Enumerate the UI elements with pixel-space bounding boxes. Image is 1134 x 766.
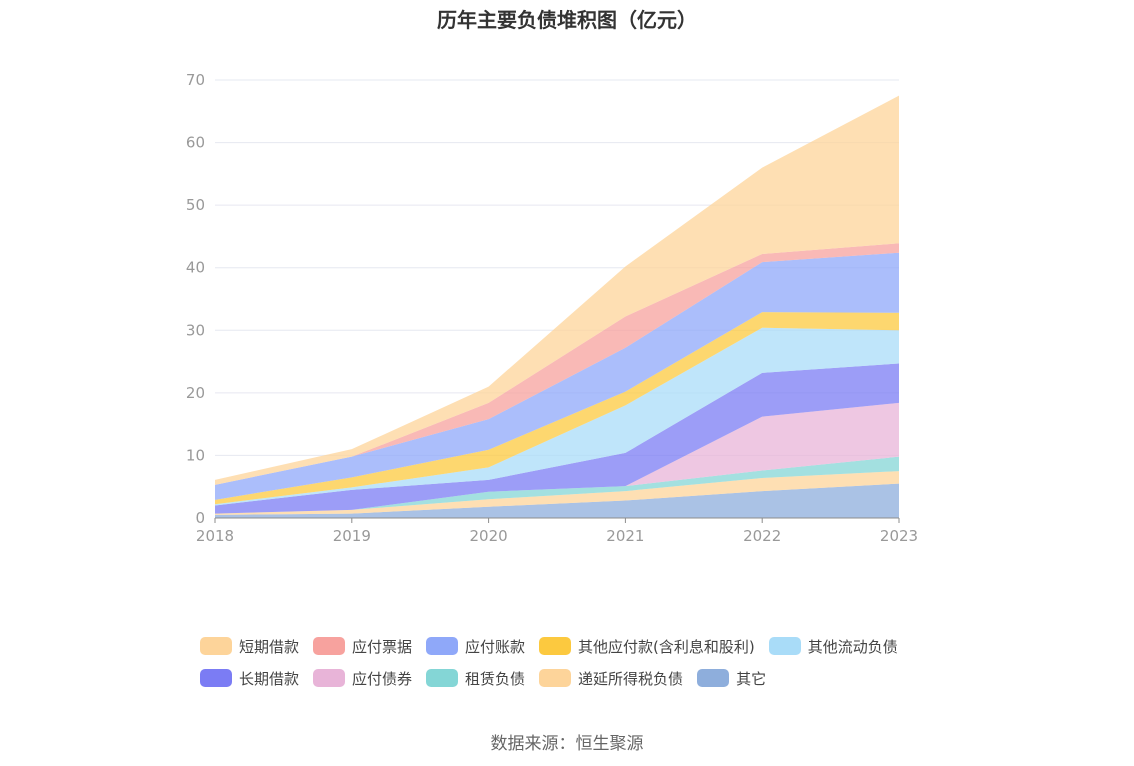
- legend: 短期借款 应付票据 应付账款 其他应付款(含利息和股利) 其他流动负债 长期借款…: [200, 630, 1000, 694]
- y-tick-label: 70: [186, 71, 205, 89]
- legend-label: 应付票据: [352, 637, 413, 656]
- legend-swatch: [200, 637, 232, 655]
- area-series: [215, 252, 899, 500]
- area-series: [215, 363, 899, 514]
- legend-label: 其它: [736, 669, 767, 688]
- y-tick-label: 40: [186, 259, 205, 277]
- legend-swatch: [426, 637, 459, 655]
- legend-item[interactable]: 递延所得税负债: [539, 668, 683, 689]
- chart-title: 历年主要负债堆积图（亿元）: [437, 8, 697, 32]
- x-tick-label: 2021: [606, 527, 644, 545]
- area-series: [215, 327, 899, 506]
- legend-item[interactable]: 租赁负债: [426, 668, 525, 689]
- x-tick-label: 2020: [470, 527, 508, 545]
- legend-item[interactable]: 其他流动负债: [768, 636, 898, 657]
- legend-item[interactable]: 短期借款: [200, 636, 299, 657]
- legend-item[interactable]: 应付票据: [313, 636, 412, 657]
- legend-item[interactable]: 长期借款: [200, 668, 299, 689]
- x-tick-label: 2023: [880, 527, 918, 545]
- legend-item[interactable]: 其他应付款(含利息和股利): [539, 636, 755, 657]
- legend-label: 其他流动负债: [807, 637, 898, 656]
- x-tick-label: 2018: [196, 527, 234, 545]
- legend-swatch: [313, 637, 346, 655]
- area-series: [215, 483, 899, 518]
- stacked-area-chart: 0 10 20 30 40 50 60 70 2018 2019 2020 2021 2022 2023: [186, 71, 918, 545]
- legend-item[interactable]: 应付债券: [313, 668, 412, 689]
- y-tick-label: 30: [186, 321, 205, 339]
- legend-label: 其他应付款(含利息和股利): [578, 637, 755, 656]
- legend-item[interactable]: 应付账款: [426, 636, 525, 657]
- data-source: 数据来源：恒生聚源: [490, 734, 644, 754]
- legend-swatch: [313, 669, 346, 687]
- area-series: [215, 95, 899, 485]
- legend-swatch: [200, 669, 232, 687]
- legend-item[interactable]: 其它: [697, 668, 766, 689]
- y-tick-label: 50: [186, 196, 205, 214]
- legend-label: 应付债券: [352, 669, 413, 688]
- x-tick-label: 2019: [333, 527, 371, 545]
- legend-swatch: [426, 669, 459, 687]
- y-tick-label: 0: [195, 509, 205, 527]
- area-series: [215, 402, 899, 514]
- legend-swatch: [539, 637, 572, 655]
- legend-swatch: [697, 669, 730, 687]
- area-series: [215, 243, 899, 485]
- y-tick-label: 60: [186, 134, 205, 152]
- x-tick-label: 2022: [743, 527, 781, 545]
- legend-label: 短期借款: [239, 637, 300, 656]
- legend-label: 租赁负债: [465, 669, 526, 688]
- legend-swatch: [768, 637, 801, 655]
- legend-row-2: 长期借款 应付债券 租赁负债 递延所得税负债 其它: [200, 662, 1000, 694]
- y-tick-label: 20: [186, 384, 205, 402]
- legend-label: 递延所得税负债: [578, 669, 684, 688]
- area-series: [215, 471, 899, 515]
- legend-row-1: 短期借款 应付票据 应付账款 其他应付款(含利息和股利) 其他流动负债: [200, 630, 1000, 662]
- y-tick-label: 10: [186, 446, 205, 464]
- legend-swatch: [539, 669, 572, 687]
- legend-label: 长期借款: [239, 669, 300, 688]
- legend-label: 应付账款: [465, 637, 526, 656]
